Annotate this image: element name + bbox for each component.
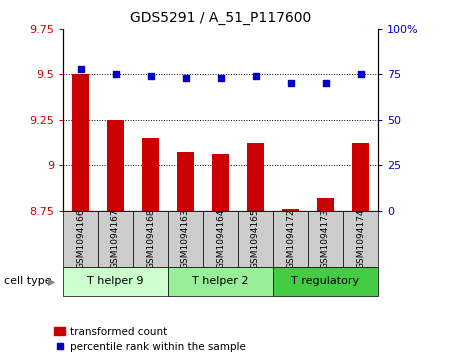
Text: T regulatory: T regulatory xyxy=(292,276,360,286)
Text: GSM1094173: GSM1094173 xyxy=(321,208,330,269)
Text: GSM1094163: GSM1094163 xyxy=(181,208,190,269)
Bar xyxy=(343,211,378,267)
Bar xyxy=(273,267,378,296)
Bar xyxy=(72,74,89,211)
Text: GSM1094167: GSM1094167 xyxy=(111,208,120,269)
Text: T helper 9: T helper 9 xyxy=(87,276,144,286)
Bar xyxy=(107,120,124,211)
Point xyxy=(357,72,364,77)
Title: GDS5291 / A_51_P117600: GDS5291 / A_51_P117600 xyxy=(130,11,311,25)
Point xyxy=(252,73,259,79)
Bar xyxy=(247,143,264,211)
Text: T helper 2: T helper 2 xyxy=(192,276,249,286)
Bar xyxy=(238,211,273,267)
Text: GSM1094168: GSM1094168 xyxy=(146,208,155,269)
Point xyxy=(182,75,189,81)
Text: GSM1094164: GSM1094164 xyxy=(216,208,225,269)
Bar xyxy=(168,211,203,267)
Bar xyxy=(352,143,369,211)
Bar xyxy=(142,138,159,211)
Bar xyxy=(63,211,98,267)
Text: GSM1094165: GSM1094165 xyxy=(251,208,260,269)
Bar xyxy=(168,267,273,296)
Text: ▶: ▶ xyxy=(48,276,55,286)
Point xyxy=(112,72,119,77)
Legend: transformed count, percentile rank within the sample: transformed count, percentile rank withi… xyxy=(50,322,250,356)
Point xyxy=(217,75,224,81)
Bar xyxy=(98,211,133,267)
Text: GSM1094174: GSM1094174 xyxy=(356,208,365,269)
Text: GSM1094166: GSM1094166 xyxy=(76,208,85,269)
Bar xyxy=(212,154,229,211)
Point xyxy=(147,73,154,79)
Point xyxy=(77,66,84,72)
Bar xyxy=(133,211,168,267)
Bar xyxy=(273,211,308,267)
Bar xyxy=(308,211,343,267)
Bar xyxy=(63,267,168,296)
Bar xyxy=(203,211,238,267)
Point xyxy=(287,81,294,86)
Text: cell type: cell type xyxy=(4,276,52,286)
Bar xyxy=(177,152,194,211)
Point xyxy=(322,81,329,86)
Bar xyxy=(317,198,334,211)
Bar xyxy=(282,209,299,211)
Text: GSM1094172: GSM1094172 xyxy=(286,208,295,269)
